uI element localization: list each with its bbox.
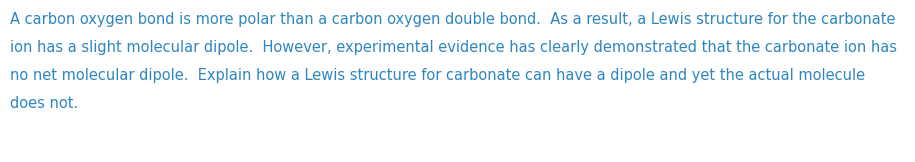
Text: no net molecular dipole.  Explain how a Lewis structure for carbonate can have a: no net molecular dipole. Explain how a L… [10, 68, 865, 83]
Text: A carbon oxygen bond is more polar than a carbon oxygen double bond.  As a resul: A carbon oxygen bond is more polar than … [10, 12, 896, 27]
Text: ion has a slight molecular dipole.  However, experimental evidence has clearly d: ion has a slight molecular dipole. Howev… [10, 40, 897, 55]
Text: does not.: does not. [10, 96, 79, 111]
